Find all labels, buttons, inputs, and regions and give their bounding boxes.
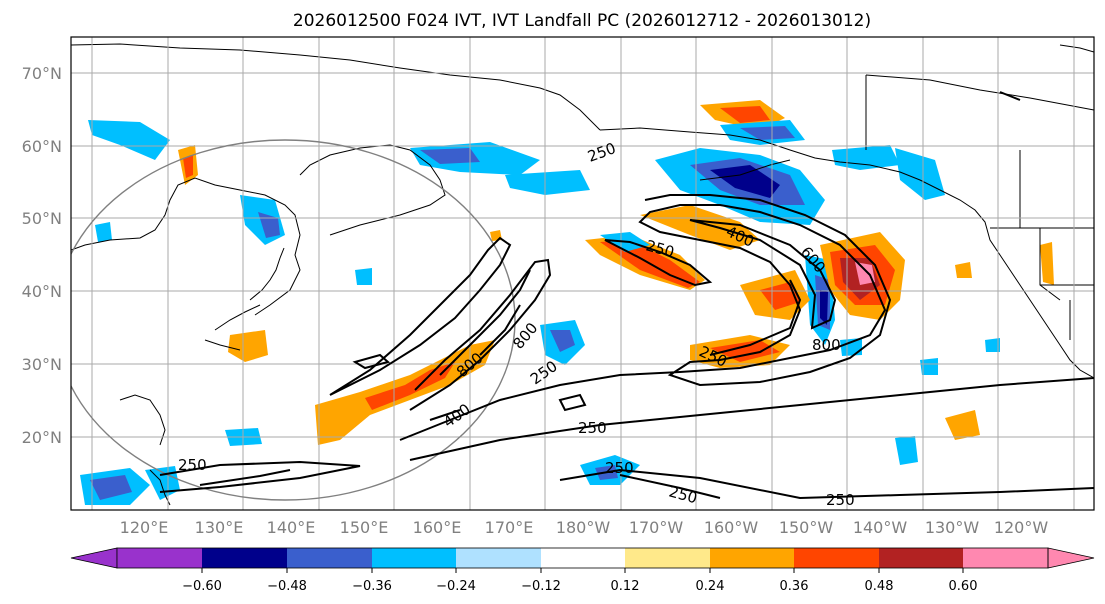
gridlines bbox=[71, 37, 1094, 510]
lon-label: 130°E bbox=[195, 518, 244, 537]
lon-label: 140°E bbox=[267, 518, 316, 537]
colorbar-ticks bbox=[201, 568, 964, 573]
colorbar-tick-label: −0.36 bbox=[352, 579, 392, 594]
colorbar-outline bbox=[116, 547, 1049, 569]
colorbar-swatch bbox=[202, 548, 287, 568]
colorbar-tick-label: −0.48 bbox=[267, 579, 307, 594]
map-title: 2026012500 F024 IVT, IVT Landfall PC (20… bbox=[293, 11, 871, 31]
contour-label: 250 bbox=[578, 419, 607, 437]
longitude-labels: 120°E 130°E 140°E 150°E 160°E 170°E 180°… bbox=[120, 518, 1049, 537]
colorbar-right-arrow bbox=[1047, 547, 1095, 569]
lat-label: 20°N bbox=[22, 428, 62, 447]
contour-label: 250 bbox=[826, 491, 855, 509]
colorbar-tick-label: 0.48 bbox=[865, 579, 894, 594]
lon-label: 160°E bbox=[413, 518, 462, 537]
lon-label: 180°W bbox=[556, 518, 611, 537]
map-frame bbox=[70, 36, 1095, 511]
latitude-labels: 70°N 60°N 50°N 40°N 30°N 20°N bbox=[22, 64, 62, 447]
lat-label: 50°N bbox=[22, 209, 62, 228]
colorbar-tick-label: −0.24 bbox=[436, 579, 476, 594]
lat-label: 70°N bbox=[22, 64, 62, 83]
lon-label: 170°W bbox=[629, 518, 684, 537]
colorbar-swatch bbox=[879, 548, 963, 568]
colorbar-swatch bbox=[794, 548, 879, 568]
coastlines bbox=[71, 43, 1094, 506]
contour-label: 250 bbox=[178, 456, 207, 474]
colorbar: −0.60 −0.48 −0.36 −0.24 −0.12 0.12 0.24 … bbox=[70, 547, 1095, 594]
colorbar-tick-label: −0.60 bbox=[182, 579, 222, 594]
colorbar-tick-label: −0.12 bbox=[521, 579, 561, 594]
colorbar-swatch bbox=[372, 548, 456, 568]
colorbar-swatch bbox=[287, 548, 372, 568]
lat-label: 30°N bbox=[22, 355, 62, 374]
lat-label: 40°N bbox=[22, 282, 62, 301]
lon-label: 120°E bbox=[120, 518, 169, 537]
contour-label: 800 bbox=[812, 336, 841, 354]
colorbar-tick-label: 0.24 bbox=[696, 579, 725, 594]
range-circle bbox=[71, 139, 516, 501]
colorbar-swatch bbox=[963, 548, 1048, 568]
lon-label: 130°W bbox=[925, 518, 980, 537]
colorbar-swatch bbox=[117, 548, 202, 568]
colorbar-swatch bbox=[710, 548, 794, 568]
colorbar-tick-label: 0.36 bbox=[780, 579, 809, 594]
lon-label: 160°W bbox=[704, 518, 759, 537]
contour-label: 250 bbox=[605, 459, 634, 477]
lat-label: 60°N bbox=[22, 137, 62, 156]
lon-label: 150°W bbox=[779, 518, 834, 537]
colorbar-left-arrow bbox=[70, 547, 118, 569]
lon-label: 170°E bbox=[485, 518, 534, 537]
ivt-contours bbox=[159, 91, 1094, 500]
positive-anomaly-gulf bbox=[640, 205, 760, 250]
colorbar-swatch bbox=[625, 548, 710, 568]
colorbar-tick-label: 0.12 bbox=[611, 579, 640, 594]
lon-label: 150°E bbox=[340, 518, 389, 537]
colorbar-swatch bbox=[541, 548, 625, 568]
colorbar-swatch bbox=[456, 548, 541, 568]
lon-label: 140°W bbox=[853, 518, 908, 537]
lon-label: 120°W bbox=[994, 518, 1049, 537]
map-panel: 250 250 250 250 250 250 250 250 250 400 … bbox=[71, 37, 1094, 510]
colorbar-tick-label: 0.60 bbox=[949, 579, 978, 594]
